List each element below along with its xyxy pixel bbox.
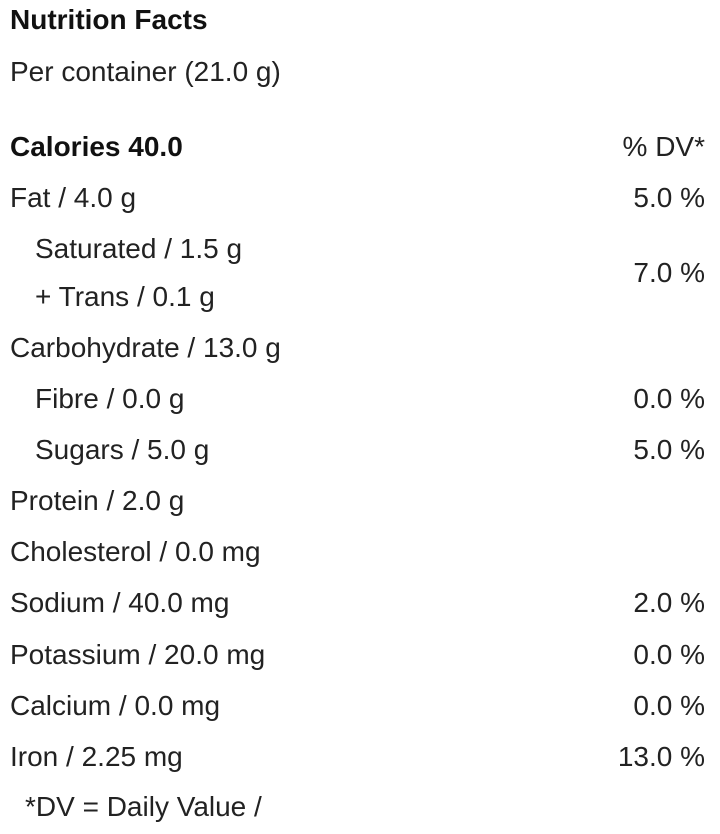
saturated-trans-group: Saturated / 1.5 g + Trans / 0.1 g 7.0 % — [10, 229, 705, 329]
panel-title: Nutrition Facts — [10, 4, 208, 35]
calcium-label: Calcium / 0.0 mg — [10, 690, 221, 721]
saturated-trans-dv: 7.0 % — [633, 257, 705, 288]
carbohydrate-label: Carbohydrate / 13.0 g — [10, 332, 281, 363]
dv-footnote: *DV = Daily Value / — [25, 791, 262, 822]
fibre-label: Fibre / 0.0 g — [35, 383, 185, 414]
calcium-dv: 0.0 % — [633, 690, 705, 721]
sugars-dv: 5.0 % — [633, 434, 705, 465]
trans-label: + Trans / 0.1 g — [35, 281, 215, 312]
sugars-row: Sugars / 5.0 g 5.0 % — [10, 430, 705, 470]
cholesterol-row: Cholesterol / 0.0 mg — [10, 532, 705, 572]
potassium-dv: 0.0 % — [633, 639, 705, 670]
carbohydrate-row: Carbohydrate / 13.0 g — [10, 328, 705, 368]
saturated-label: Saturated / 1.5 g — [35, 233, 243, 264]
calories-label: Calories 40.0 — [10, 131, 183, 162]
potassium-label: Potassium / 20.0 mg — [10, 639, 266, 670]
iron-label: Iron / 2.25 mg — [10, 741, 183, 772]
fibre-row: Fibre / 0.0 g 0.0 % — [10, 379, 705, 419]
serving-size: Per container (21.0 g) — [10, 56, 281, 87]
sodium-dv: 2.0 % — [633, 587, 705, 618]
fat-dv: 5.0 % — [633, 182, 705, 213]
potassium-row: Potassium / 20.0 mg 0.0 % — [10, 635, 705, 675]
cholesterol-label: Cholesterol / 0.0 mg — [10, 536, 261, 567]
sugars-label: Sugars / 5.0 g — [35, 434, 210, 465]
sodium-label: Sodium / 40.0 mg — [10, 587, 230, 618]
fat-row: Fat / 4.0 g 5.0 % — [10, 178, 705, 218]
iron-dv: 13.0 % — [617, 741, 705, 772]
dv-heading: % DV* — [622, 131, 705, 162]
calories-row: Calories 40.0 % DV* — [10, 127, 705, 167]
sodium-row: Sodium / 40.0 mg 2.0 % — [10, 583, 705, 623]
protein-label: Protein / 2.0 g — [10, 485, 185, 516]
fat-label: Fat / 4.0 g — [10, 182, 137, 213]
fibre-dv: 0.0 % — [633, 383, 705, 414]
calcium-row: Calcium / 0.0 mg 0.0 % — [10, 686, 705, 726]
protein-row: Protein / 2.0 g — [10, 481, 705, 521]
iron-row: Iron / 2.25 mg 13.0 % — [10, 737, 705, 777]
